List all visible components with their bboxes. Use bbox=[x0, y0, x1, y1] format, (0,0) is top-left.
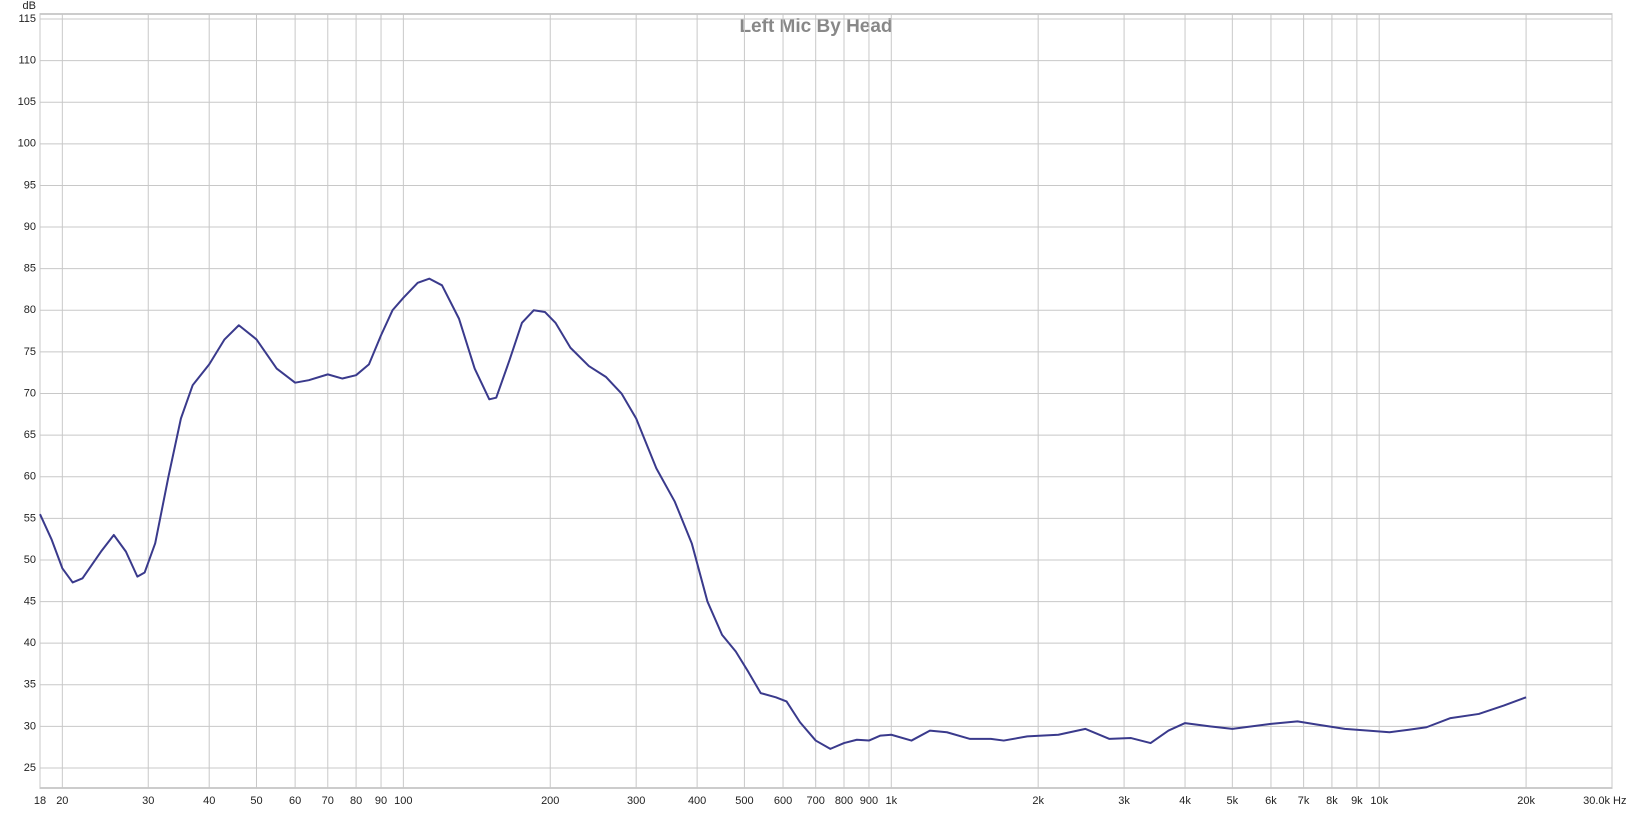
y-tick-label: 30 bbox=[24, 720, 36, 732]
y-tick-label: 70 bbox=[24, 387, 36, 399]
x-tick-label: 900 bbox=[860, 795, 878, 807]
x-tick-label: 30.0k bbox=[1583, 795, 1610, 807]
x-tick-label: 5k bbox=[1227, 795, 1239, 807]
x-tick-label: 8k bbox=[1326, 795, 1338, 807]
y-tick-label: 25 bbox=[24, 762, 36, 774]
x-tick-label: 90 bbox=[375, 795, 387, 807]
x-tick-label: 2k bbox=[1032, 795, 1044, 807]
y-tick-label: 50 bbox=[24, 554, 36, 566]
y-tick-label: 95 bbox=[24, 179, 36, 191]
y-tick-label: 100 bbox=[18, 138, 36, 150]
y-tick-label: 105 bbox=[18, 96, 36, 108]
x-tick-label: 9k bbox=[1351, 795, 1363, 807]
x-tick-label: 400 bbox=[688, 795, 706, 807]
y-tick-label: 80 bbox=[24, 304, 36, 316]
x-tick-label: 50 bbox=[250, 795, 262, 807]
y-tick-label: 110 bbox=[18, 55, 36, 67]
y-tick-label: 55 bbox=[24, 512, 36, 524]
y-tick-label: 90 bbox=[24, 221, 36, 233]
y-tick-label: 35 bbox=[24, 679, 36, 691]
x-tick-label: 30 bbox=[142, 795, 154, 807]
x-tick-label: 3k bbox=[1118, 795, 1130, 807]
x-tick-label: 80 bbox=[350, 795, 362, 807]
x-tick-label: 600 bbox=[774, 795, 792, 807]
x-tick-label: 1k bbox=[885, 795, 897, 807]
x-tick-label: 10k bbox=[1370, 795, 1388, 807]
x-tick-label: 800 bbox=[835, 795, 853, 807]
response-line bbox=[39, 277, 1527, 750]
x-tick-label: 60 bbox=[289, 795, 301, 807]
y-tick-label: 85 bbox=[24, 263, 36, 275]
x-tick-label: 300 bbox=[627, 795, 645, 807]
y-tick-label: 40 bbox=[24, 637, 36, 649]
x-tick-label: 4k bbox=[1179, 795, 1191, 807]
x-tick-label: 700 bbox=[807, 795, 825, 807]
x-tick-label: 6k bbox=[1265, 795, 1277, 807]
x-tick-label: 500 bbox=[735, 795, 753, 807]
plot-frame bbox=[39, 13, 1613, 789]
x-tick-label: 20k bbox=[1517, 795, 1535, 807]
y-tick-label: 65 bbox=[24, 429, 36, 441]
y-tick-label: 45 bbox=[24, 595, 36, 607]
x-unit: Hz bbox=[1613, 795, 1626, 807]
x-tick-label: 200 bbox=[541, 795, 559, 807]
x-tick-label: 20 bbox=[56, 795, 68, 807]
x-tick-label: 18 bbox=[34, 795, 46, 807]
x-tick-label: 40 bbox=[203, 795, 215, 807]
x-tick-label: 70 bbox=[322, 795, 334, 807]
y-tick-label: 75 bbox=[24, 346, 36, 358]
y-tick-label: 115 bbox=[18, 13, 36, 25]
y-tick-label: 60 bbox=[24, 471, 36, 483]
y-unit: dB bbox=[23, 0, 36, 12]
x-tick-label: 100 bbox=[394, 795, 412, 807]
x-tick-label: 7k bbox=[1298, 795, 1310, 807]
